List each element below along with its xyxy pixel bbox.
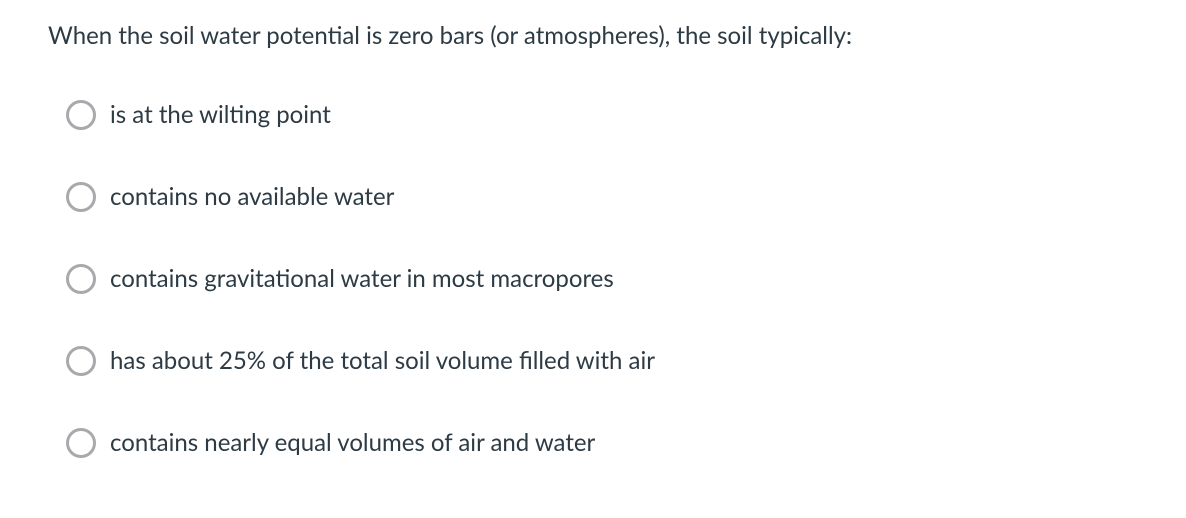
- radio-icon[interactable]: [66, 264, 96, 294]
- radio-icon[interactable]: [66, 182, 96, 212]
- radio-icon[interactable]: [66, 100, 96, 130]
- option-label: contains gravitational water in most mac…: [110, 265, 614, 294]
- option-1[interactable]: contains no available water: [66, 182, 1138, 212]
- radio-icon[interactable]: [66, 428, 96, 458]
- option-4[interactable]: contains nearly equal volumes of air and…: [66, 428, 1138, 458]
- option-label: has about 25% of the total soil volume f…: [110, 347, 655, 376]
- option-label: is at the wilting point: [110, 101, 331, 130]
- options-list: is at the wilting point contains no avai…: [48, 100, 1138, 458]
- quiz-question-block: When the soil water potential is zero ba…: [0, 0, 1186, 478]
- option-label: contains nearly equal volumes of air and…: [110, 429, 595, 458]
- option-label: contains no available water: [110, 183, 394, 212]
- option-0[interactable]: is at the wilting point: [66, 100, 1138, 130]
- option-3[interactable]: has about 25% of the total soil volume f…: [66, 346, 1138, 376]
- option-2[interactable]: contains gravitational water in most mac…: [66, 264, 1138, 294]
- radio-icon[interactable]: [66, 346, 96, 376]
- question-text: When the soil water potential is zero ba…: [48, 20, 1138, 52]
